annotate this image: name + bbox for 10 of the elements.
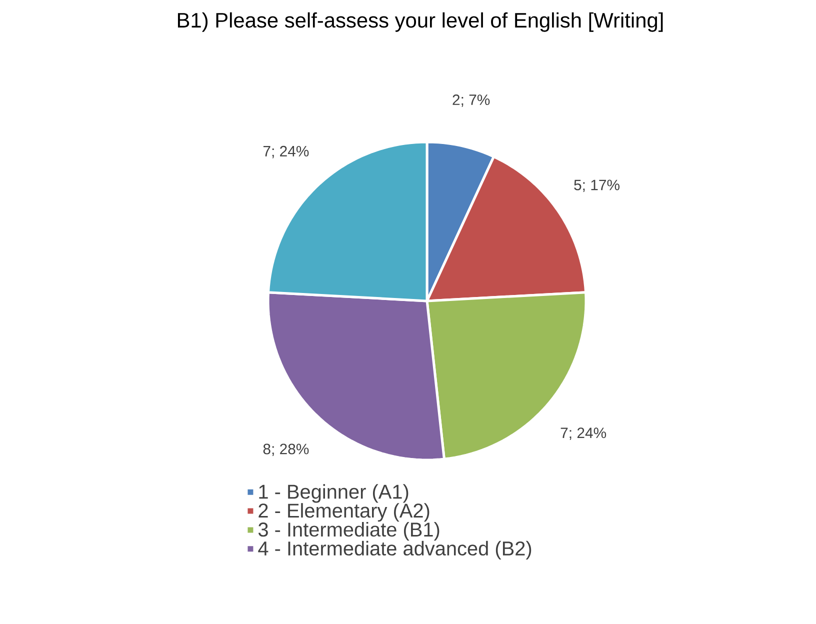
data-label: 5; 17%	[574, 180, 620, 192]
legend-label: 2 - Elementary (A2)	[258, 503, 430, 522]
legend-label: 4 - Intermediate advanced (B2)	[258, 540, 532, 560]
chart-title: B1) Please self-assess your level of English [Writing]	[178, 12, 663, 32]
data-label: 8; 28%	[263, 444, 309, 456]
data-label: 7; 24%	[263, 146, 309, 158]
data-label: 7; 24%	[560, 428, 606, 440]
legend-label: 3 - Intermediate (B1)	[258, 522, 440, 541]
data-label: 2; 7%	[452, 94, 490, 107]
legend-label: 1 - Beginner (A1)	[259, 484, 408, 503]
